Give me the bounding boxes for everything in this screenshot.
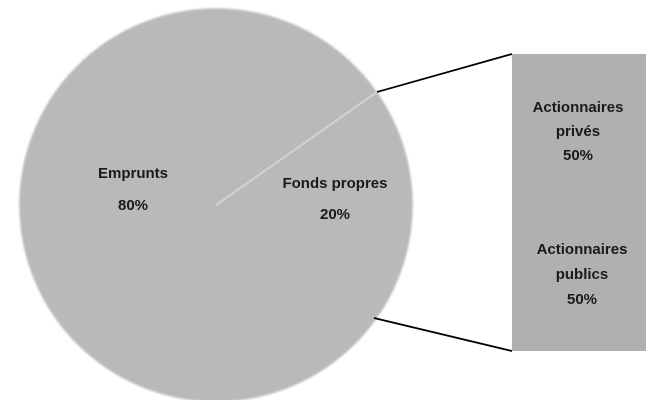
slice-value-emprunts: 80%	[118, 197, 148, 214]
bar-value-publics: 50%	[567, 291, 597, 308]
connector-line-top	[377, 54, 512, 92]
slice-value-fonds-propres: 20%	[320, 206, 350, 223]
connector-line-bottom	[374, 318, 512, 351]
bar-label-prives-line2: privés	[556, 123, 600, 140]
slice-label-fonds-propres: Fonds propres	[282, 175, 387, 192]
bar-label-prives-line1: Actionnaires	[533, 99, 624, 116]
bar-label-publics-line2: publics	[556, 266, 609, 283]
bar-value-prives: 50%	[563, 147, 593, 164]
bar-label-publics-line1: Actionnaires	[537, 241, 628, 258]
slice-label-emprunts: Emprunts	[98, 165, 168, 182]
